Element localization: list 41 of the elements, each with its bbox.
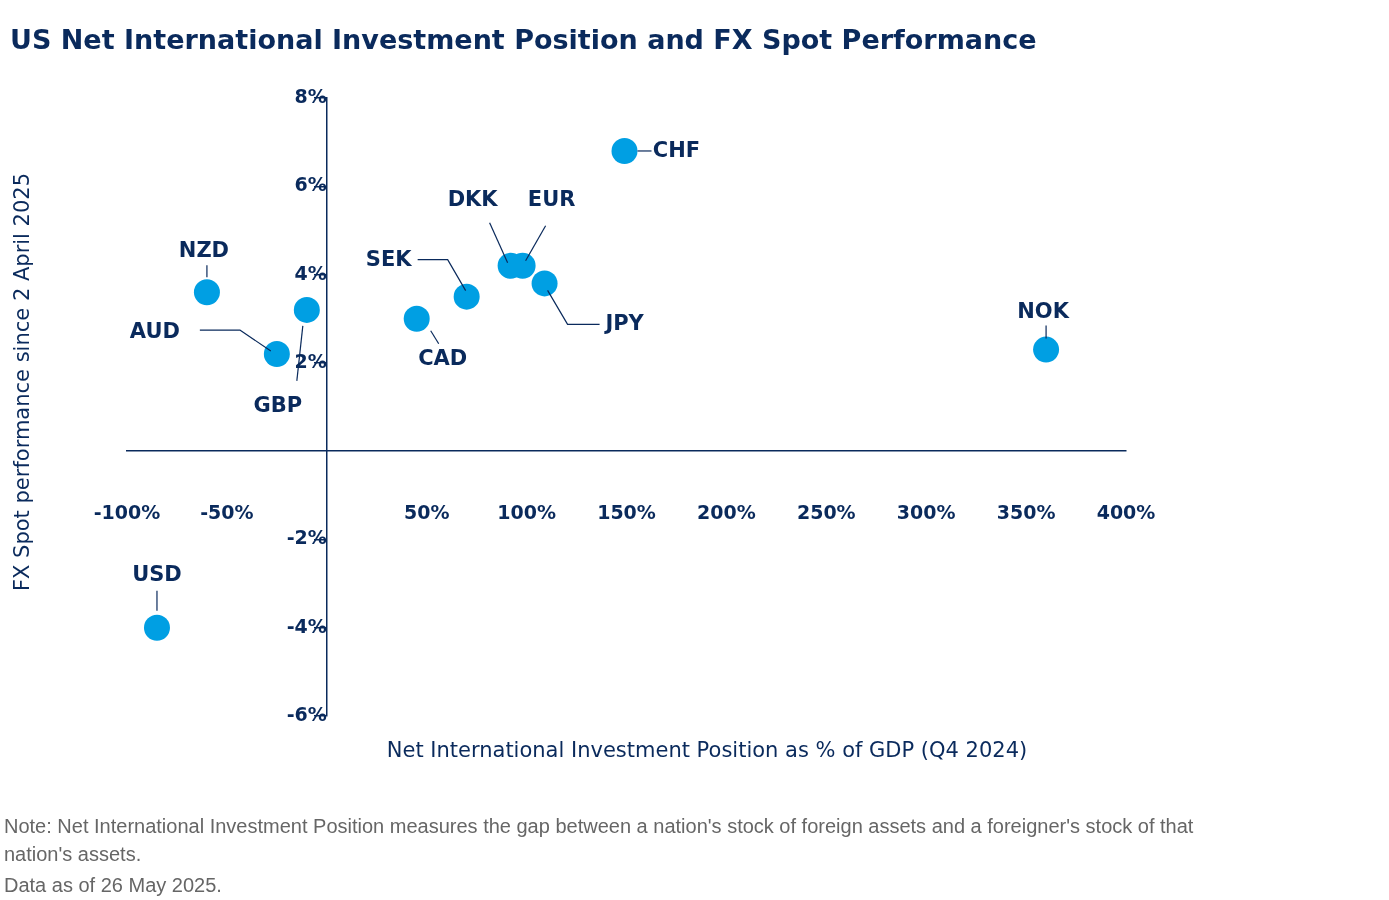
point: [1033, 336, 1060, 363]
series-label: NOK: [1017, 299, 1070, 324]
series-label: NZD: [178, 237, 230, 262]
point: [611, 137, 638, 164]
series-label: EUR: [527, 187, 576, 212]
text: JPY: [603, 310, 645, 335]
x-tick-label: 200%: [697, 501, 756, 524]
x-tick-label: 250%: [796, 501, 856, 524]
point: [453, 283, 480, 310]
x-tick-label: -50%: [200, 501, 254, 524]
x-tick-label: 150%: [597, 501, 656, 524]
x-axis-title: Net International Investment Position as % of GDP (Q4 2024): [386, 738, 1028, 763]
y-tick-label: -4%: [286, 614, 327, 637]
point: [531, 270, 558, 297]
y-tick-label: -2%: [286, 526, 327, 549]
text: AUD: [129, 319, 180, 344]
x-tick-label: 300%: [896, 501, 956, 524]
point: [293, 296, 320, 323]
text: Data as of 26 May 2025.: [4, 873, 223, 898]
text: SEK: [365, 247, 413, 272]
series-label: USD: [132, 562, 182, 587]
x-tick-label: 400%: [1096, 501, 1156, 524]
point: [263, 341, 290, 368]
x-tick-label: -100%: [93, 501, 161, 524]
x-tick-label: 350%: [996, 501, 1056, 524]
y-tick-label: 6%: [294, 173, 327, 196]
point: [143, 614, 170, 641]
chart-title: US Net International Investment Position and FX Spot Performance: [10, 24, 1037, 55]
text: GBP: [253, 393, 303, 418]
series-label: CAD: [418, 346, 468, 371]
x-tick-label: 50%: [403, 501, 450, 524]
y-tick-label: -6%: [286, 702, 327, 725]
point: [403, 305, 430, 332]
series-label: CHF: [652, 138, 701, 163]
y-axis-title: FX Spot performance since 2 April 2025: [10, 172, 35, 592]
point: [193, 279, 220, 306]
y-tick-label: 8%: [294, 84, 327, 107]
text: DKK: [447, 187, 499, 212]
x-tick-label: 100%: [497, 501, 556, 524]
y-tick-label: 4%: [294, 261, 327, 284]
text: Note: Net International Investment Position measures the gap between a nation's stock of foreign assets and a foreigner's stock of that nation's assets.: [4, 814, 1195, 867]
